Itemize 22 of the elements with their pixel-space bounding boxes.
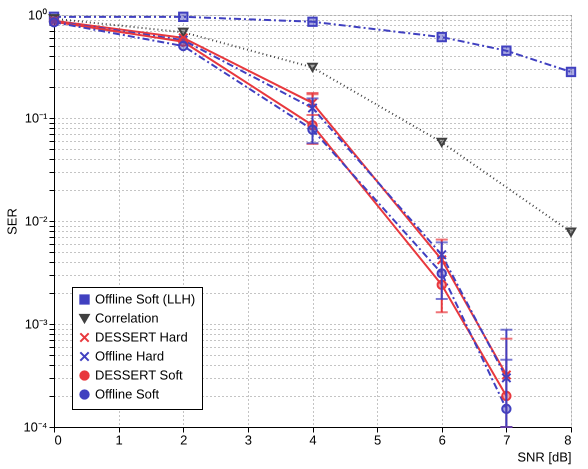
- x-axis-title: SNR [dB]: [517, 450, 572, 464]
- legend-label: Offline Hard: [95, 348, 164, 364]
- y-tick-label: 10⁰: [28, 8, 48, 22]
- y-tick-label: 10⁻³: [24, 316, 48, 332]
- legend-label: Offline Soft (LLH): [95, 292, 196, 306]
- x-tick-label: 8: [564, 432, 572, 448]
- legend-label: DESSERT Hard: [95, 330, 188, 344]
- x-tick-label: 3: [244, 432, 252, 448]
- x-tick-label: 7: [503, 432, 510, 448]
- x-tick-label: 4: [309, 432, 317, 448]
- y-tick-label: 10⁻²: [24, 214, 48, 228]
- y-axis-title: SER: [4, 208, 20, 235]
- x-tick-label: 0: [54, 432, 62, 448]
- y-tick-label: 10⁻¹: [24, 110, 48, 126]
- x-tick-label: 5: [374, 432, 382, 448]
- x-tick-label: 6: [438, 432, 446, 448]
- x-tick-label: 2: [180, 432, 188, 448]
- legend-label: Offline Soft: [95, 386, 160, 402]
- legend-label: DESSERT Soft: [95, 368, 184, 382]
- y-tick-label: 10⁻⁴: [23, 420, 48, 434]
- legend-label: Correlation: [95, 310, 159, 326]
- x-tick-label: 1: [116, 432, 123, 448]
